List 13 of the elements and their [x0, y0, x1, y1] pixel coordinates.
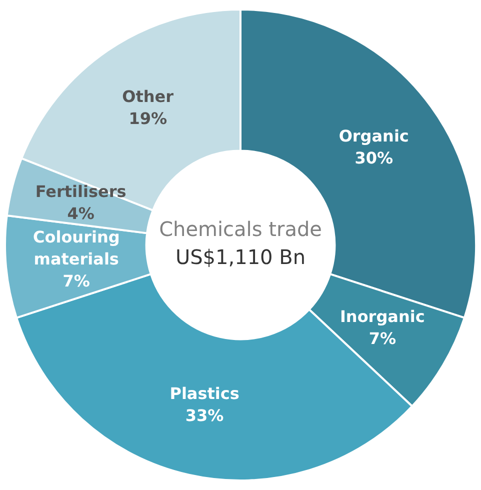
data-label: 33%	[185, 406, 224, 426]
slice-label: Plastics	[170, 384, 240, 404]
data-label: 7%	[62, 272, 90, 291]
data-label: 4%	[67, 204, 94, 224]
data-label: 30%	[354, 148, 394, 168]
data-label: 7%	[368, 329, 396, 348]
data-label: 19%	[128, 108, 167, 128]
slice-label: Other	[122, 86, 174, 106]
text: Chemicals trade	[159, 217, 322, 242]
text: US$1,110 Bn	[175, 245, 306, 270]
slice-label: Organic	[338, 126, 409, 146]
slice-label: Colouring materials	[32, 228, 120, 269]
slice-label: Inorganic	[340, 307, 425, 326]
